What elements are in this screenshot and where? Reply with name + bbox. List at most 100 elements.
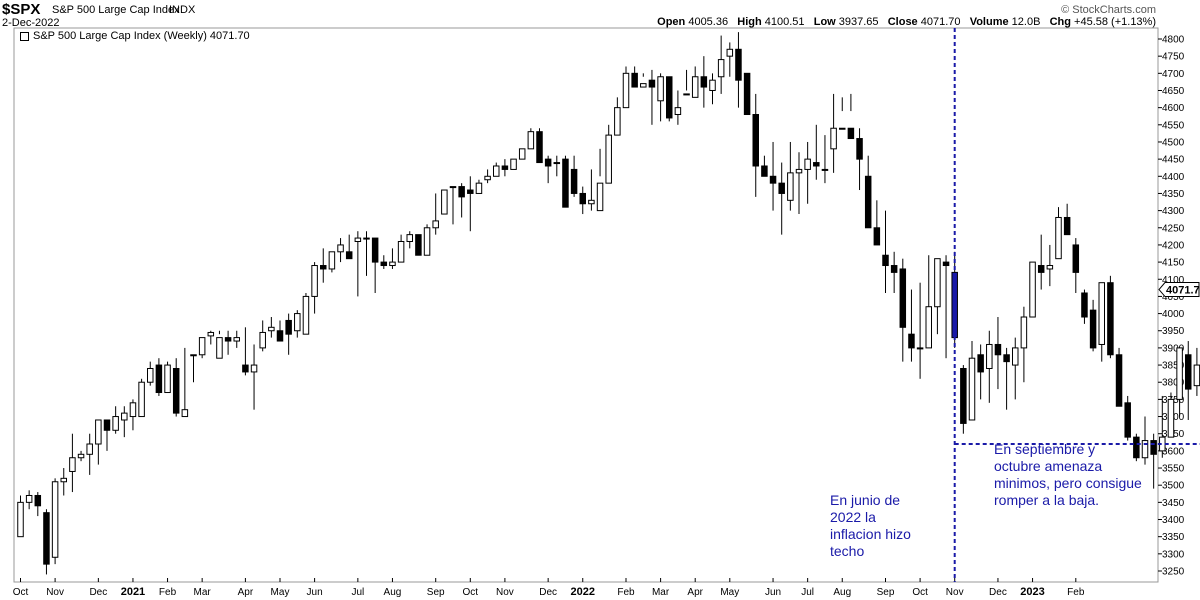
candle-body [787, 172, 794, 201]
y-tick-label: 4650 [1162, 86, 1185, 97]
plot-area-frame [13, 27, 1159, 583]
candle [380, 255, 388, 269]
y-tick-label: 3250 [1162, 567, 1185, 578]
candle-body [934, 258, 941, 308]
candle [1193, 347, 1200, 396]
candle [1037, 234, 1045, 290]
candle-body [242, 364, 249, 373]
candle-body [605, 134, 612, 184]
candle [95, 419, 102, 465]
candle [77, 450, 85, 462]
y-tick-label: 4400 [1162, 172, 1185, 183]
candle [207, 330, 215, 345]
y-tick-label: 4750 [1162, 52, 1185, 63]
candle-body [518, 148, 526, 160]
candle [960, 365, 967, 434]
candle-body [216, 337, 223, 359]
candle-body [562, 158, 569, 208]
candle [631, 66, 638, 88]
chg-label: Chg [1049, 16, 1071, 28]
candle [415, 234, 422, 256]
x-tick-label: Mar [194, 587, 212, 598]
candle [683, 69, 690, 96]
candle [441, 189, 448, 215]
candle-body [172, 367, 180, 414]
candle-body [856, 138, 863, 160]
candle [371, 237, 379, 293]
x-tick-label: Feb [159, 587, 177, 598]
candle [1176, 347, 1183, 417]
candle-body [908, 333, 915, 349]
candle [787, 141, 794, 211]
candle [138, 378, 145, 418]
candle-body [69, 457, 76, 472]
x-tick-label: Oct [463, 587, 479, 598]
candle-body [666, 76, 673, 119]
candle [337, 238, 344, 263]
y-tick-label: 3900 [1162, 343, 1185, 354]
candle-body [977, 354, 984, 373]
candle [864, 155, 872, 229]
candle [320, 248, 327, 283]
open-label: Open [657, 16, 686, 28]
candle-body [1133, 436, 1140, 459]
candle [224, 330, 232, 355]
candle-body [441, 189, 448, 215]
candle-body [302, 295, 310, 335]
x-tick-label: Oct [13, 587, 29, 598]
candle-body [285, 319, 292, 335]
candle-body [544, 158, 552, 167]
candle [1046, 244, 1054, 287]
x-tick-label: Apr [687, 587, 703, 598]
candle-body [371, 237, 379, 263]
ohlc-summary: Open 4005.36 High 4100.51 Low 3937.65 Cl… [657, 16, 1156, 28]
candle [1141, 416, 1149, 465]
candle-body [77, 453, 85, 459]
last-price-value: 4071.70 [1166, 285, 1200, 297]
candle [691, 66, 699, 98]
candle [1072, 238, 1080, 293]
high-value: 4100.51 [764, 16, 805, 28]
y-tick-label: 4450 [1162, 155, 1185, 166]
legend-label: S&P 500 Large Cap Index (Weekly) 4071.70 [33, 30, 250, 42]
candle [103, 419, 111, 451]
y-tick-label: 3550 [1162, 464, 1185, 475]
y-tick-label: 4250 [1162, 223, 1185, 234]
candle [666, 76, 673, 122]
candle-body [916, 347, 924, 350]
candle [25, 490, 33, 510]
candle-body [657, 76, 664, 102]
candle-body [1176, 347, 1183, 400]
candle [363, 231, 370, 276]
candle-body [363, 237, 370, 240]
annotation-lines [953, 28, 1200, 582]
candle-body [276, 330, 284, 342]
candle-body [622, 72, 630, 109]
candle-body [588, 199, 595, 205]
x-tick-label: Dec [989, 587, 1007, 598]
candle-body [397, 241, 405, 263]
candle [847, 93, 855, 140]
candle [198, 337, 206, 359]
candle-body [795, 168, 803, 174]
candle [795, 152, 803, 215]
candle [761, 155, 768, 177]
candle-body [207, 331, 215, 337]
close-label: Close [887, 16, 918, 28]
candle-body [328, 251, 336, 270]
candle [354, 231, 362, 297]
candle-body [112, 416, 119, 431]
candle [769, 141, 777, 211]
y-tick-label: 4800 [1162, 35, 1185, 46]
candle [1063, 203, 1071, 236]
candle [423, 224, 431, 256]
candle [908, 289, 915, 362]
candle [216, 330, 223, 359]
candle-body [882, 254, 889, 267]
candle [294, 310, 301, 338]
candle-body [553, 162, 561, 165]
candle-body [752, 114, 759, 167]
candle [899, 258, 907, 362]
open-value: 4005.36 [688, 16, 729, 28]
candle [527, 128, 535, 150]
